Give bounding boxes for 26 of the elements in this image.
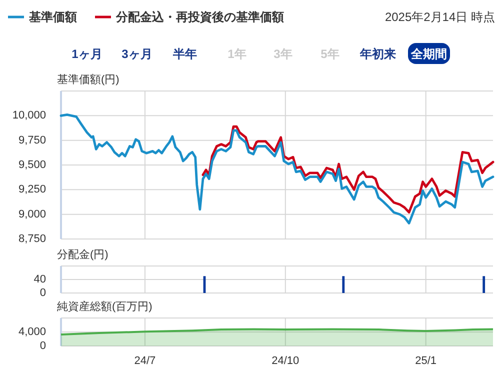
y-tick-label: 4,000	[18, 326, 46, 338]
legend-label: 分配金込・再投資後の基準価額	[115, 10, 284, 24]
x-tick-label: 24/7	[134, 355, 156, 367]
y-tick-label: 10,000	[12, 110, 46, 122]
text: 3ヶ月	[122, 47, 152, 61]
y-tick-label: 9,500	[18, 159, 46, 171]
text: 年初来	[359, 47, 396, 61]
y-axis-title: 純資産総額(百万円)	[57, 300, 152, 313]
y-axis-title: 分配金(円)	[57, 249, 108, 261]
line-series	[202, 125, 494, 214]
y-tick-label: 40	[34, 274, 46, 286]
y-tick-label: 8,750	[18, 233, 46, 245]
text: 1ヶ月	[72, 47, 102, 61]
text: 全期間	[410, 47, 447, 61]
line-series	[60, 113, 494, 224]
x-tick-label: 24/10	[272, 355, 300, 367]
y-tick-label: 9,000	[18, 208, 46, 220]
y-tick-label: 9,250	[18, 184, 46, 196]
legend-label: 基準価額	[28, 10, 77, 24]
text: 半年	[172, 47, 197, 61]
y-tick-label: 0	[40, 287, 46, 299]
y-axis-title: 基準価額(円)	[57, 73, 120, 86]
y-tick-label: 0	[40, 340, 46, 352]
x-tick-label: 25/1	[415, 355, 437, 367]
text: 2025年2月14日 時点	[384, 10, 495, 24]
y-tick-label: 9,750	[18, 134, 46, 146]
